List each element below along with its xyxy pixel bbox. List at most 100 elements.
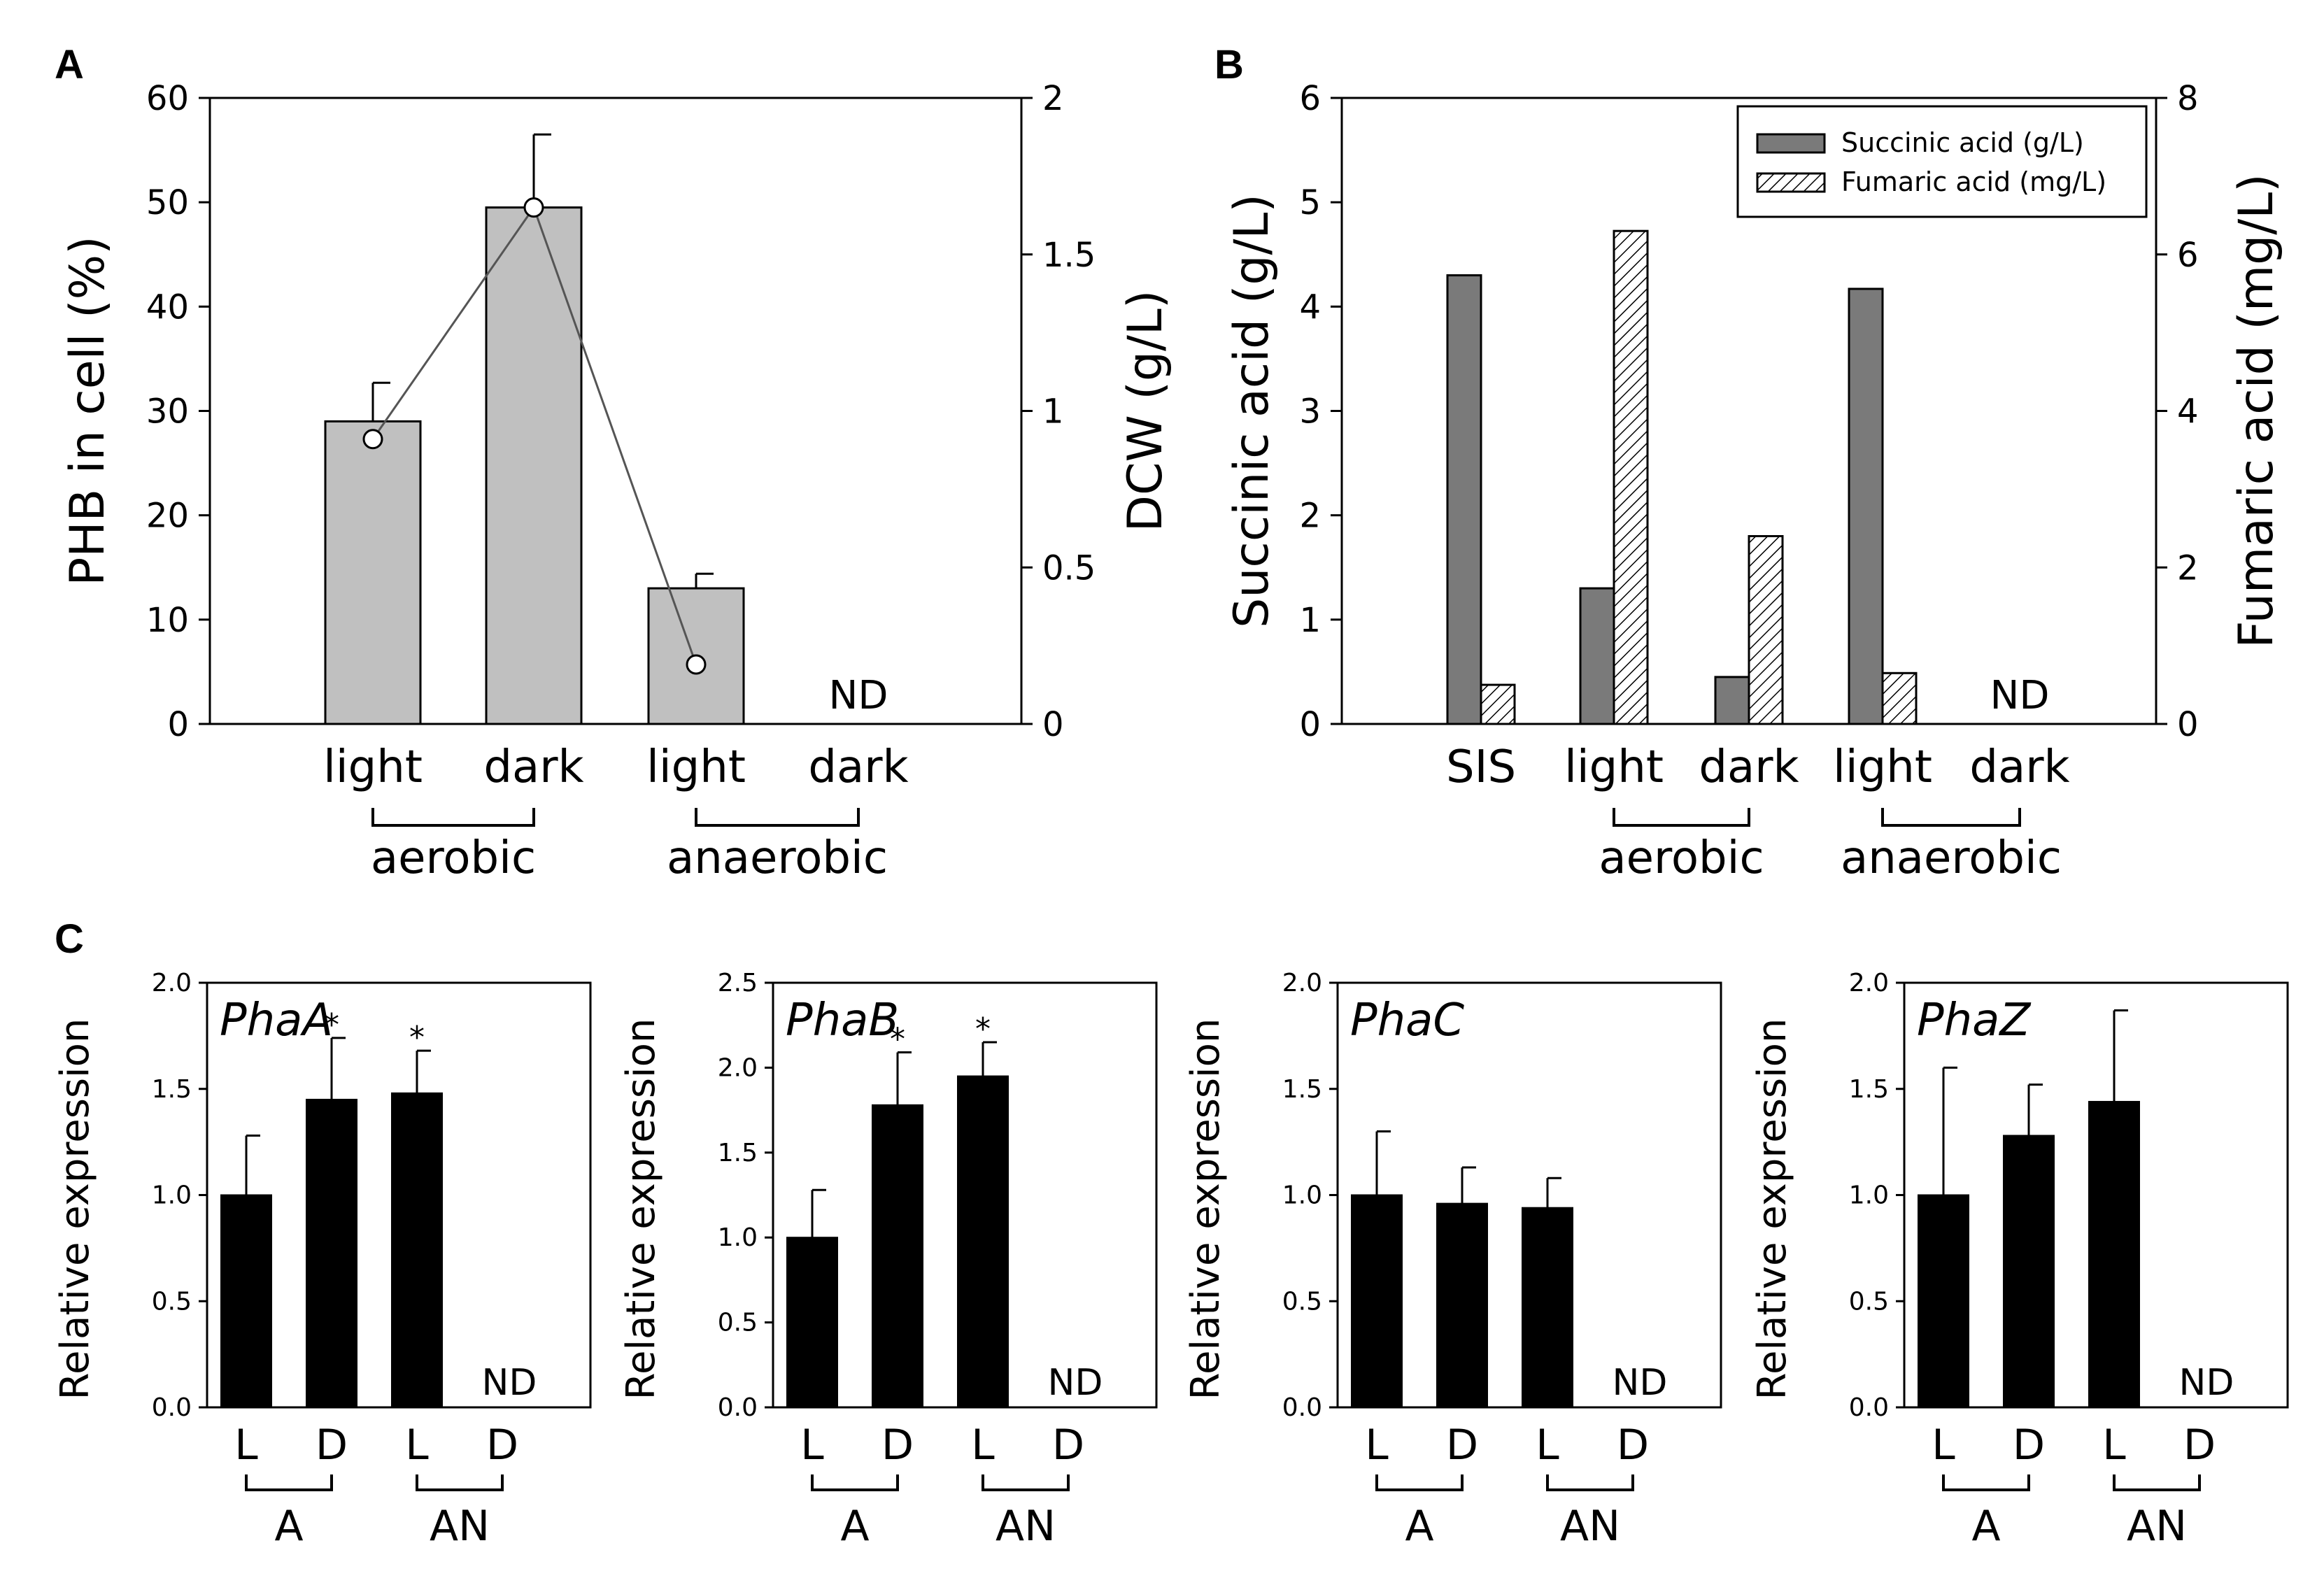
panel-letter-C: C	[55, 916, 84, 962]
panel-a-y2tick-label: 0.5	[1042, 548, 1096, 588]
panel-b-group-bracket	[1613, 808, 1750, 827]
panel-c-phaa-bar	[306, 1098, 357, 1409]
panel-c-phab-category-label: D	[881, 1421, 914, 1470]
panel-c-phac-bar	[1351, 1194, 1403, 1408]
panel-a-bar	[324, 420, 422, 725]
panel-c-phab-significance-star: *	[975, 1011, 991, 1047]
panel-c-phaz-category-label: L	[1932, 1421, 1955, 1470]
panel-c-phaz-bar	[2003, 1135, 2055, 1409]
panel-c-phaz-bar	[1918, 1194, 1969, 1408]
panel-c-phab-ytick-label: 2.0	[718, 1053, 758, 1082]
panel-b-group-label: aerobic	[1599, 832, 1764, 884]
panel-c-phaz-category-label: D	[2183, 1421, 2216, 1470]
panel-c-phac-category-label: L	[1365, 1421, 1389, 1470]
panel-c-phaz-ytick-label: 0.0	[1849, 1393, 1889, 1422]
panel-b-legend-swatch-succinic	[1756, 133, 1826, 154]
panel-b-fumaric-bar	[1748, 535, 1784, 725]
panel-c-phab-bar	[957, 1075, 1009, 1409]
panel-c-phab-gene-title: PhaB	[786, 995, 899, 1046]
panel-c-phab-bar	[872, 1104, 923, 1409]
panel-c-phaa-group-label: A	[274, 1502, 303, 1551]
panel-c-phaz-gene-title: PhaZ	[1917, 995, 2031, 1046]
panel-c-phaa-nd-label: ND	[482, 1362, 537, 1404]
panel-c-phaz-group-label: AN	[2127, 1502, 2187, 1551]
panel-a-ylabel: PHB in cell (%)	[60, 236, 115, 585]
panel-c-phab-group-label: AN	[996, 1502, 1056, 1551]
panel-c-phaa-significance-star: *	[409, 1020, 425, 1056]
panel-c-phaa-ytick-label: 0.5	[152, 1287, 192, 1316]
panel-c-phaa-bar	[391, 1092, 443, 1408]
panel-a-category-label: dark	[483, 741, 583, 793]
panel-a-ytick-label: 10	[146, 601, 189, 640]
panel-c-phac-ytick-label: 0.5	[1282, 1287, 1322, 1316]
panel-a-ytick-label: 30	[146, 392, 189, 432]
panel-a-group-label: aerobic	[371, 832, 536, 884]
panel-b-legend-swatch-fumaric	[1756, 172, 1826, 193]
panel-b-succinic-bar	[1579, 587, 1615, 725]
panel-b-category-label: light	[1833, 741, 1932, 793]
panel-b-y2tick-label: 4	[2177, 392, 2199, 432]
panel-c-phab-ylabel: Relative expression	[618, 1018, 664, 1400]
panel-b-y2tick-label: 8	[2177, 79, 2199, 118]
panel-c-phaz-nd-label: ND	[2179, 1362, 2234, 1404]
panel-c-phaz-ytick-label: 2.0	[1849, 969, 1889, 997]
panel-c-phac-group-label: AN	[1560, 1502, 1620, 1551]
panel-c-phaa-group-label: AN	[430, 1502, 490, 1551]
panel-b-group-label: anaerobic	[1841, 832, 2062, 884]
panel-c-phaz-group-label: A	[1971, 1502, 2000, 1551]
panel-c-phac-ytick-label: 2.0	[1282, 969, 1322, 997]
panel-c-phaz-ytick-label: 1.5	[1849, 1075, 1889, 1104]
panel-c-phaz-ytick-label: 0.5	[1849, 1287, 1889, 1316]
panel-a-ytick-label: 60	[146, 79, 189, 118]
panel-b-ytick-label: 1	[1299, 601, 1321, 640]
panel-c-phab-category-label: D	[1052, 1421, 1084, 1470]
panel-b-legend	[1736, 105, 2148, 218]
panel-c-phaa-ytick-label: 2.0	[152, 969, 192, 997]
panel-c-phaz-ylabel: Relative expression	[1750, 1018, 1795, 1400]
panel-c-phaa-ylabel: Relative expression	[52, 1018, 98, 1400]
panel-letter-B: B	[1214, 42, 1244, 87]
panel-b-ytick-label: 0	[1299, 705, 1321, 744]
panel-c-phab-group-bracket	[811, 1474, 899, 1491]
panel-a-y2label: DCW (g/L)	[1118, 290, 1173, 532]
panel-b-y2label: Fumaric acid (mg/L)	[2229, 173, 2284, 648]
panel-b-succinic-bar	[1714, 676, 1750, 725]
panel-c-phaa-category-label: D	[316, 1421, 348, 1470]
panel-c-phab-ytick-label: 0.0	[718, 1393, 758, 1422]
panel-c-phac-ytick-label: 1.0	[1282, 1181, 1322, 1210]
panel-b-category-label: SIS	[1446, 741, 1516, 793]
panel-b-fumaric-bar	[1480, 683, 1516, 725]
panel-c-phaz-bar	[2088, 1100, 2140, 1408]
panel-a-category-label: dark	[808, 741, 908, 793]
panel-a-y2tick-label: 0	[1042, 705, 1064, 744]
panel-a-nd-label: ND	[828, 673, 888, 718]
panel-letter-A: A	[55, 42, 84, 87]
panel-b-y2tick-label: 0	[2177, 705, 2199, 744]
panel-a-y2tick-label: 2	[1042, 79, 1064, 118]
panel-b-category-label: light	[1564, 741, 1664, 793]
panel-b-ytick-label: 3	[1299, 392, 1321, 432]
panel-a-group-label: anaerobic	[667, 832, 888, 884]
panel-b-succinic-bar	[1446, 274, 1482, 725]
panel-c-phaa-ytick-label: 1.5	[152, 1075, 192, 1104]
panel-c-phac-category-label: D	[1617, 1421, 1649, 1470]
panel-c-phaa-category-label: D	[486, 1421, 518, 1470]
panel-b-ytick-label: 2	[1299, 497, 1321, 536]
panel-c-phac-ylabel: Relative expression	[1183, 1018, 1228, 1400]
panel-b-y2tick-label: 2	[2177, 548, 2199, 588]
panel-c-phaa-category-label: L	[405, 1421, 429, 1470]
panel-a-group-bracket	[695, 808, 860, 827]
panel-a-group-bracket	[371, 808, 535, 827]
panel-c-phab-nd-label: ND	[1048, 1362, 1103, 1404]
panel-c-phaa-group-bracket	[416, 1474, 504, 1491]
panel-c-phac-gene-title: PhaC	[1350, 995, 1464, 1046]
panel-c-phac-ytick-label: 1.5	[1282, 1075, 1322, 1104]
panel-b-group-bracket	[1881, 808, 2021, 827]
panel-a-ytick-label: 0	[167, 705, 189, 744]
panel-c-phaz-category-label: D	[2013, 1421, 2045, 1470]
panel-c-phac-ytick-label: 0.0	[1282, 1393, 1322, 1422]
panel-a-ytick-label: 20	[146, 497, 189, 536]
panel-a-dcw-point	[362, 429, 383, 450]
panel-c-phac-nd-label: ND	[1613, 1362, 1668, 1404]
